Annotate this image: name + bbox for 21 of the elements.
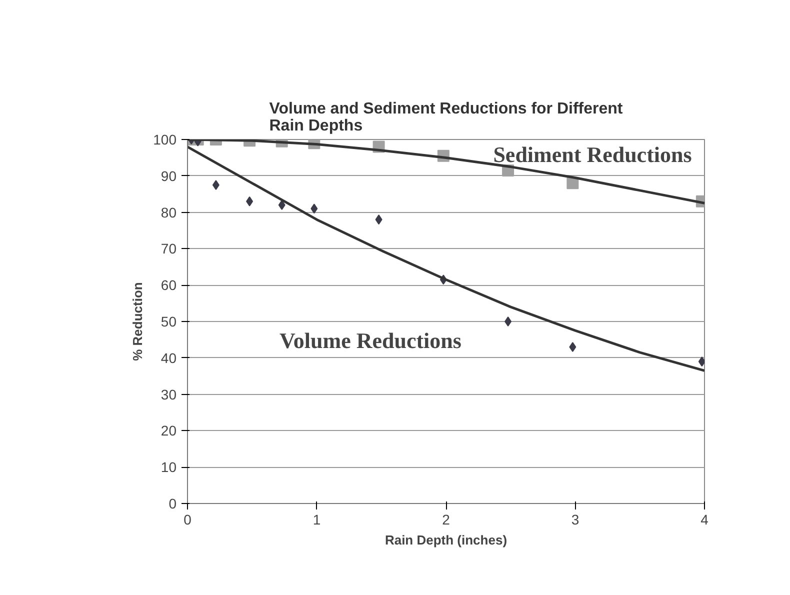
y-tick-label: 100 (153, 132, 177, 148)
annotation: Volume Reductions (280, 328, 462, 353)
y-tick-label: 20 (160, 422, 177, 439)
y-tick-label: 30 (160, 386, 177, 402)
y-axis-title: % Reduction (130, 282, 146, 361)
x-tick-label: 2 (442, 512, 450, 528)
chart-title: Volume and Sediment Reductions for Different Rain Depths (269, 100, 624, 134)
y-tick-label: 80 (160, 204, 177, 220)
x-tick-label: 3 (571, 512, 580, 528)
x-axis-title: Rain Depth (inches) (384, 532, 508, 548)
x-tick-label: 0 (184, 512, 192, 528)
x-tick-label: 4 (700, 512, 709, 528)
y-tick-label: 50 (160, 314, 177, 330)
y-tick-label: 60 (160, 277, 177, 294)
y-tick-label: 40 (160, 350, 177, 366)
x-tick-label: 1 (312, 512, 321, 528)
y-tick-label: 90 (160, 168, 177, 184)
annotation: Sediment Reductions (493, 142, 692, 167)
y-tick-label: 70 (160, 240, 177, 257)
y-tick-label: 0 (168, 496, 177, 512)
y-tick-label: 10 (160, 459, 177, 476)
